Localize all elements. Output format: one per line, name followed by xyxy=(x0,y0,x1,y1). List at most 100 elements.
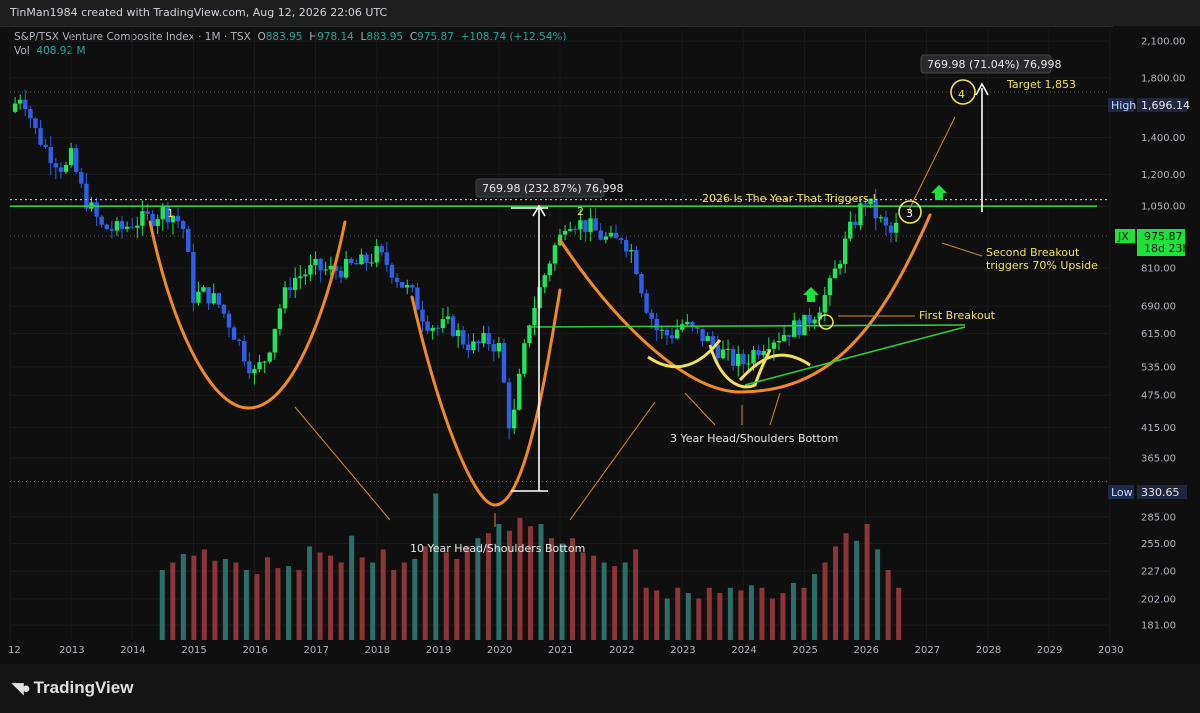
candle-body xyxy=(440,319,446,329)
y-tick-label: 1,050.00 xyxy=(1141,202,1186,213)
pointer-line xyxy=(907,116,956,213)
candle-body xyxy=(201,287,206,292)
ten-year-label: 10 Year Head/Shoulders Bottom xyxy=(410,542,585,555)
low-tag-label-bg xyxy=(1108,485,1134,499)
volume-bar xyxy=(328,555,334,640)
volume-bar xyxy=(401,562,407,640)
candle-body xyxy=(639,273,644,294)
candle-body xyxy=(160,206,165,220)
candle-body xyxy=(725,348,731,350)
candle-body xyxy=(832,268,838,279)
candle-body xyxy=(573,229,578,231)
chart-drawings xyxy=(10,79,1110,527)
close-label: C xyxy=(409,31,418,43)
volume-bar xyxy=(517,517,523,640)
volume-bar xyxy=(317,552,323,640)
candle-body xyxy=(527,325,532,344)
candle-body xyxy=(547,263,553,276)
x-tick-label: 2019 xyxy=(426,645,451,656)
candle-body xyxy=(878,217,884,219)
candle-body xyxy=(710,336,715,345)
chart-credit: TinMan1984 created with TradingView.com,… xyxy=(10,6,388,19)
candle-body xyxy=(522,343,527,374)
year-triggers-label: 2026 Is The Year That Triggers ! xyxy=(702,192,877,205)
volume-bar xyxy=(843,533,849,640)
y-tick-label: 227.00 xyxy=(1141,567,1176,578)
candle-body xyxy=(842,238,848,264)
candle-body xyxy=(119,221,125,229)
candle-body xyxy=(654,318,659,331)
candle-body xyxy=(150,213,155,226)
price-tag-value: 975.87 xyxy=(1144,230,1183,243)
candle-body xyxy=(410,285,415,288)
high-tag-value-bg xyxy=(1137,98,1187,112)
x-tick-label: 2028 xyxy=(976,645,1001,656)
volume-bar xyxy=(717,593,723,640)
time-axis: 12 2013 2014 2015 2016 2017 2018 2019 2020 2021 20… xyxy=(8,645,1123,656)
candle-body xyxy=(817,312,822,320)
price-axis-bg xyxy=(1113,26,1200,638)
volume-bar xyxy=(812,574,818,640)
candle-body xyxy=(33,118,38,129)
candle-body xyxy=(776,340,782,343)
chart-annotations: 1 2 3 4 2026 Is The Year That Triggers ! Targ… xyxy=(167,54,1190,555)
volume-bar xyxy=(706,587,712,640)
pointer-line xyxy=(294,406,391,521)
candle-body xyxy=(405,285,410,288)
volume-bar xyxy=(170,562,176,640)
candle-body xyxy=(567,229,573,231)
candle-body xyxy=(552,245,558,264)
candle-body xyxy=(277,308,283,329)
volume-bar xyxy=(264,557,270,640)
candle-body xyxy=(68,148,74,166)
candle-body xyxy=(888,225,894,233)
price-tag-bg xyxy=(1137,229,1185,256)
volume-bar xyxy=(464,546,470,640)
volume-bar xyxy=(833,546,839,640)
inner-neckline xyxy=(526,324,966,328)
candle-body xyxy=(761,350,766,356)
footer-bar xyxy=(0,664,1200,713)
candle-body xyxy=(74,148,79,173)
high-tag-label-bg xyxy=(1108,98,1134,112)
volume-bar xyxy=(875,549,881,640)
candle-body xyxy=(28,109,33,119)
high-tag-value: 1,696.14 xyxy=(1141,99,1190,112)
volume-bar xyxy=(506,530,512,640)
candle-body xyxy=(175,215,181,222)
open-label: O xyxy=(257,31,266,43)
candle-body xyxy=(308,265,313,275)
candle-body xyxy=(12,103,18,112)
volume-bar xyxy=(422,546,428,640)
candle-body xyxy=(781,335,787,341)
candle-body xyxy=(455,330,461,337)
candle-body xyxy=(79,172,84,184)
candle-body xyxy=(705,336,710,342)
candle-body xyxy=(63,165,69,172)
volume-bar xyxy=(801,587,807,640)
candle-body xyxy=(109,229,115,231)
candle-body xyxy=(389,264,395,278)
candle-body xyxy=(624,240,629,252)
pointer-line xyxy=(769,392,781,426)
y-tick-label: 1,200.00 xyxy=(1141,170,1186,181)
candle-body xyxy=(792,320,797,337)
y-tick-label: 690.00 xyxy=(1141,302,1176,313)
volume-bar xyxy=(286,566,292,640)
y-tick-label: 615.00 xyxy=(1141,329,1176,340)
volume-bar xyxy=(633,549,639,640)
candle-body xyxy=(272,328,278,353)
x-tick-label: 2020 xyxy=(487,645,512,656)
candle-body xyxy=(48,147,53,164)
volume-bar xyxy=(822,562,828,640)
candle-body xyxy=(644,293,649,313)
measure-arrowhead-left xyxy=(532,204,546,217)
price-candles xyxy=(12,89,899,440)
volume-bar xyxy=(738,590,744,640)
volume-bar xyxy=(854,540,860,640)
y-tick-label: 810.00 xyxy=(1141,264,1176,275)
high-label: H xyxy=(309,31,318,43)
x-tick-label: 2026 xyxy=(854,645,879,656)
price-chart[interactable]: 2,100.001,800.001,600.001,400.001,200.00… xyxy=(0,0,1200,664)
rising-trendline xyxy=(744,326,966,386)
